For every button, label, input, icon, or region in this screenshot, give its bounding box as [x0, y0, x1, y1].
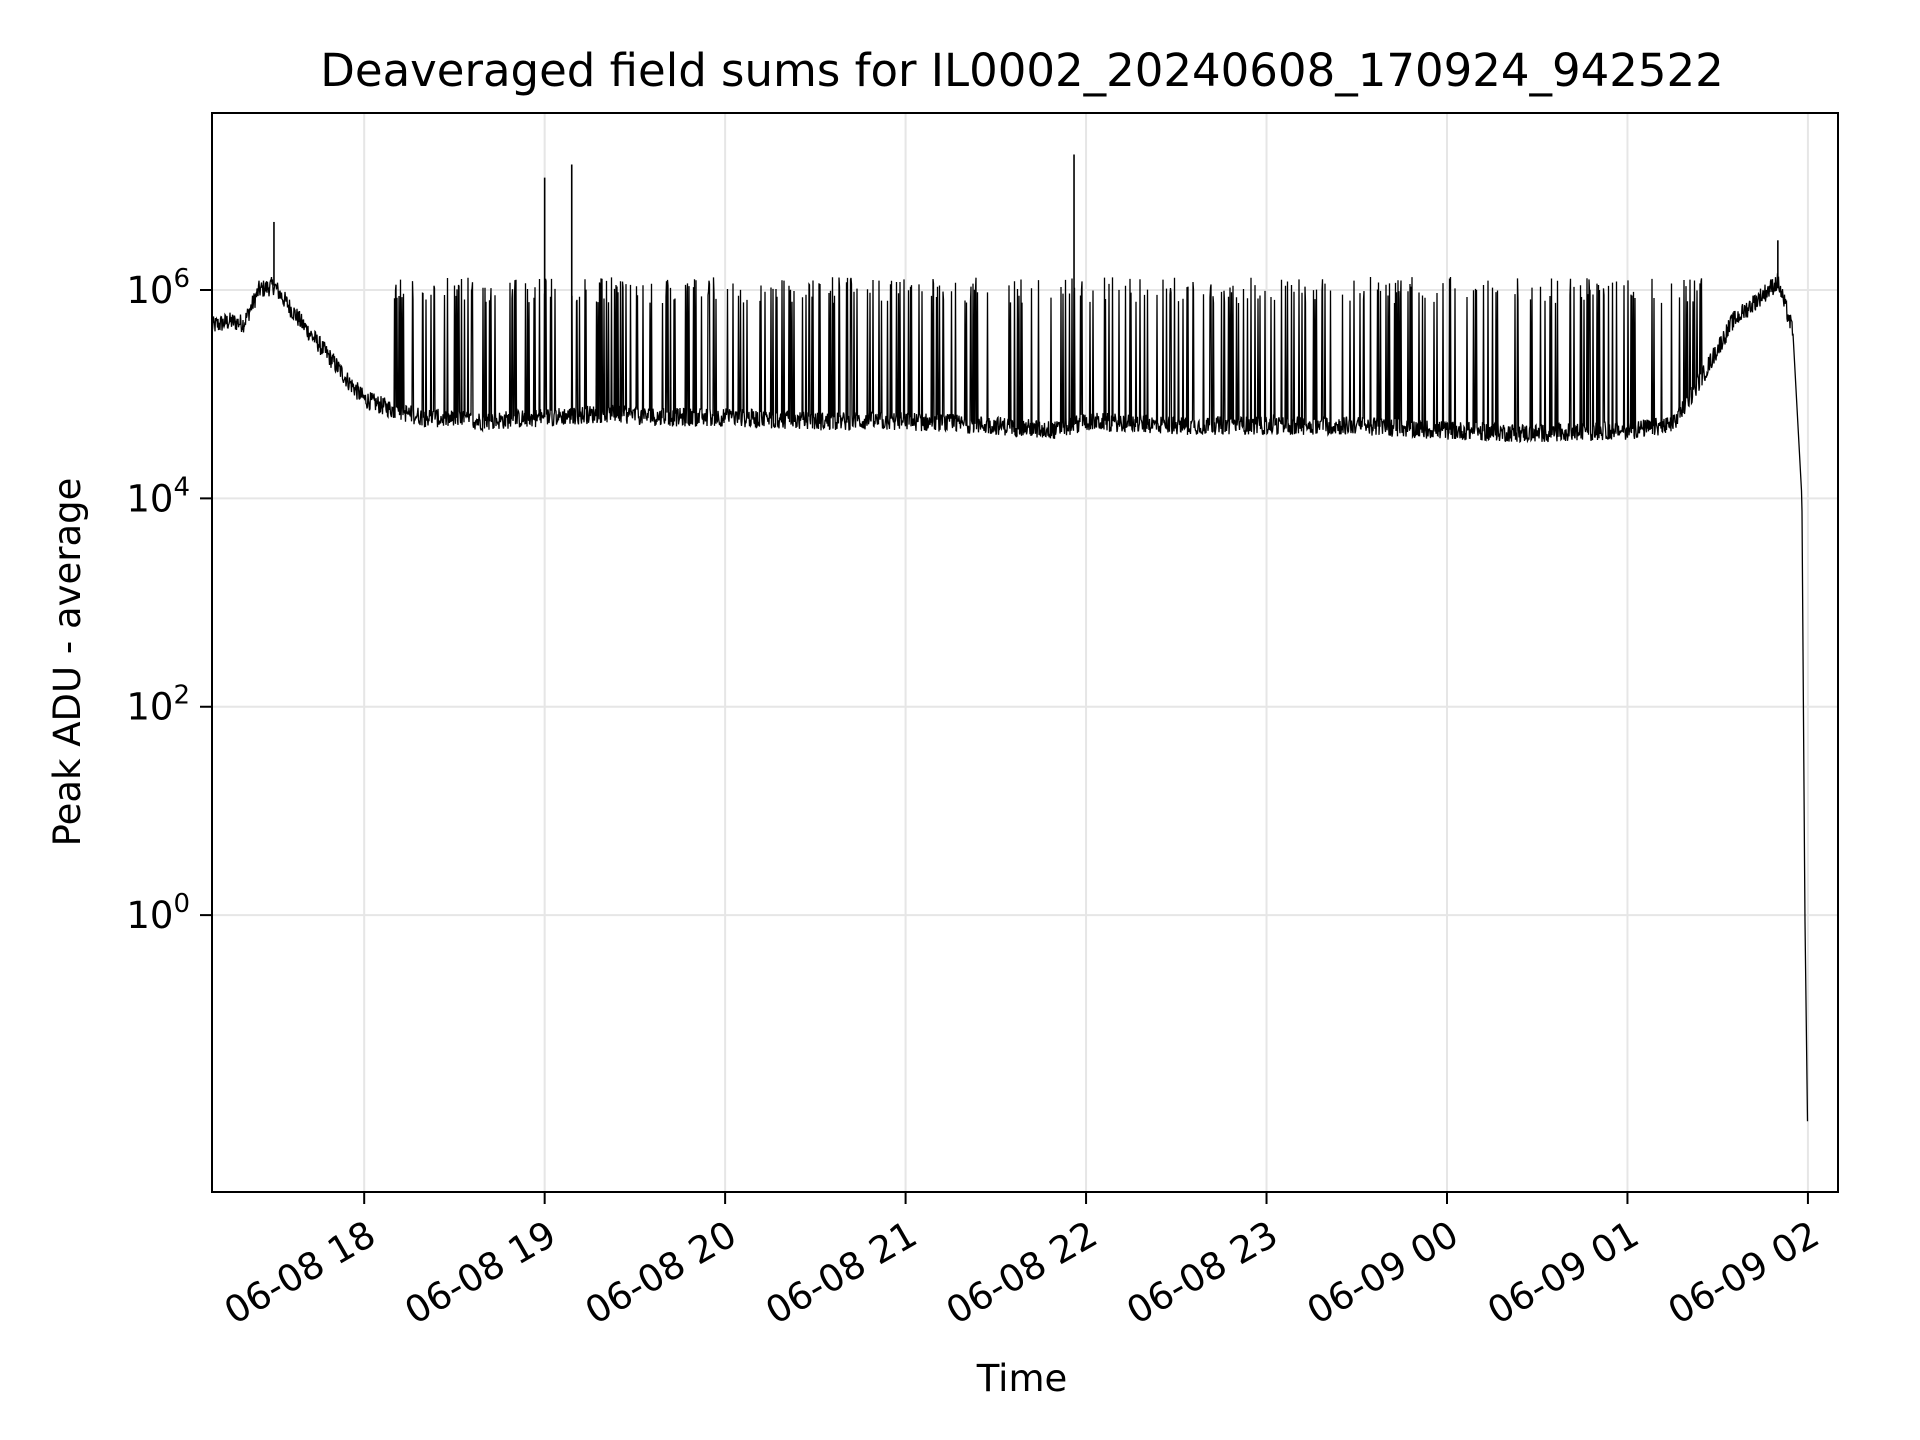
y-tick-label: 100 [126, 889, 190, 937]
plot-area [211, 154, 1809, 1122]
axes-frame [211, 112, 1839, 1193]
x-axis-label: Time [976, 1357, 1068, 1400]
y-axis-label: Peak ADU - average [46, 478, 89, 847]
chart-title: Deaveraged field sums for IL0002_2024060… [320, 44, 1724, 97]
y-tick-label: 106 [126, 264, 190, 312]
grid [212, 113, 1838, 1192]
y-tick-label: 104 [126, 472, 190, 520]
series-line [211, 273, 1809, 1122]
y-tick-label: 102 [126, 681, 190, 729]
